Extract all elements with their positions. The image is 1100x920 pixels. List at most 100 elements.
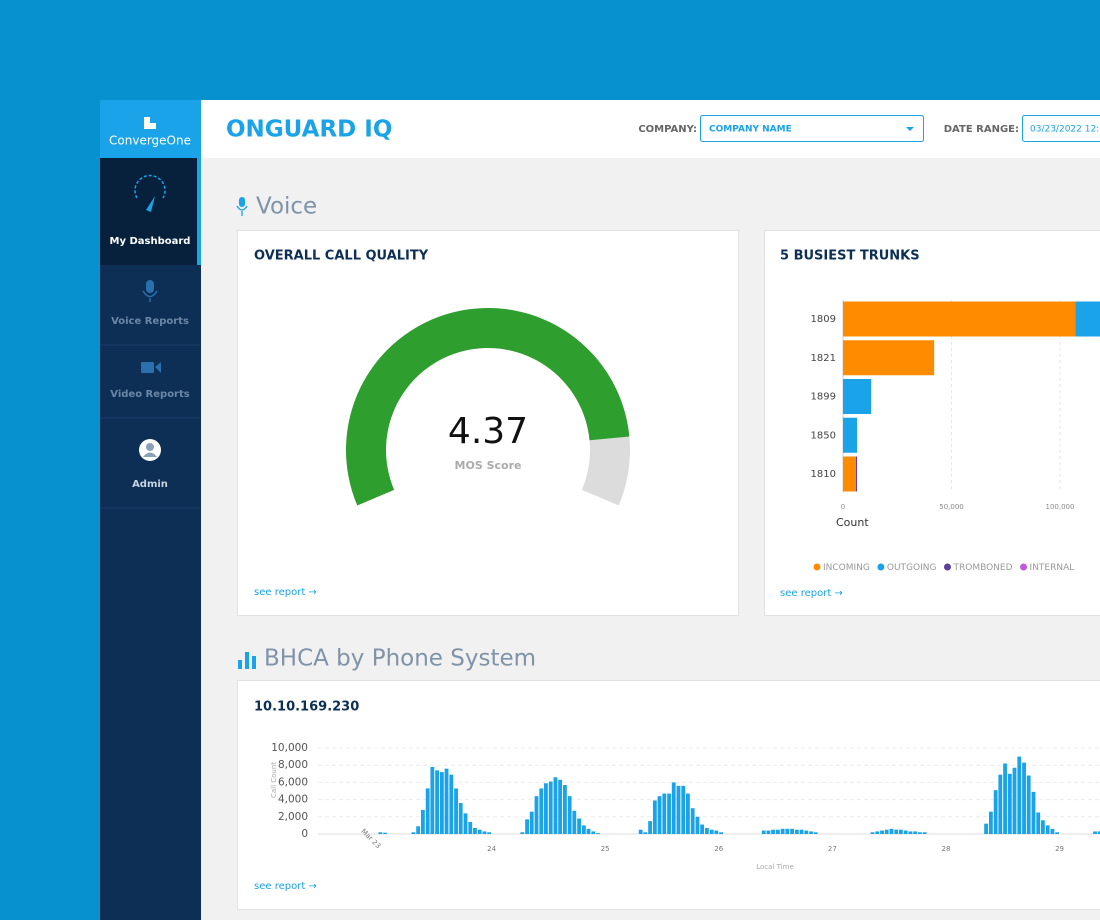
bar (1045, 825, 1050, 834)
y-tick-label: 1810 (811, 469, 836, 480)
bar (780, 828, 785, 834)
legend-label: OUTGOING (887, 563, 937, 573)
bar (686, 793, 690, 834)
company-value: COMPANY NAME (709, 125, 792, 135)
bar (638, 829, 643, 834)
legend-label: TROMBONED (952, 563, 1012, 573)
logo-notch (150, 117, 156, 123)
bar (922, 832, 927, 834)
bar (998, 774, 1003, 834)
nav-item[interactable]: Admin (132, 479, 168, 490)
bar (804, 830, 809, 834)
date-input[interactable] (1022, 115, 1100, 142)
header (201, 100, 1100, 158)
bar (1012, 767, 1017, 834)
bar (1040, 820, 1045, 834)
bar (809, 831, 813, 834)
x-tick-label: 28 (942, 845, 951, 853)
bar (1003, 763, 1007, 834)
section-title: BHCA by Phone System (264, 646, 536, 672)
bar (454, 788, 458, 834)
bar (378, 832, 383, 834)
voice-icon-stand (236, 205, 248, 216)
bar (482, 831, 487, 834)
bar (794, 829, 799, 834)
video-icon (141, 362, 154, 373)
bar (1022, 762, 1026, 834)
bar (898, 829, 903, 834)
bar (875, 831, 880, 834)
date-label: DATE RANGE: (944, 124, 1019, 135)
bar (917, 832, 922, 834)
video-icon-lens (155, 362, 161, 373)
bar (775, 829, 780, 834)
nav-item[interactable]: My Dashboard (110, 236, 191, 247)
bar (544, 783, 548, 834)
x-tick-label: 50,000 (939, 503, 964, 511)
legend-swatch (943, 563, 951, 571)
bar (487, 832, 492, 834)
bar (567, 796, 572, 834)
x-tick-label: 29 (1055, 845, 1064, 853)
bar (799, 829, 804, 834)
bar (1036, 812, 1041, 834)
bar (548, 781, 553, 834)
x-tick-label: 24 (487, 845, 496, 853)
x-tick-label: 27 (828, 845, 837, 853)
card (764, 230, 1100, 616)
bar (761, 830, 766, 834)
bhca-icon (238, 660, 242, 669)
nav-active[interactable] (100, 158, 197, 265)
bar (908, 831, 913, 834)
bar (648, 821, 653, 834)
bar (714, 830, 719, 834)
see-report[interactable]: see report → (780, 588, 843, 599)
bar (903, 830, 908, 834)
bar (444, 768, 449, 834)
see-report[interactable]: see report → (254, 881, 317, 892)
bar (709, 829, 714, 834)
y-tick-label: 8,000 (278, 759, 308, 771)
bar (383, 832, 387, 834)
bar (993, 790, 998, 834)
bar (468, 821, 473, 834)
x-tick-label: 25 (601, 845, 610, 853)
bar (1055, 832, 1060, 834)
bar (458, 803, 463, 834)
y-tick-label: 1809 (811, 314, 836, 325)
bar (704, 827, 709, 834)
bar (425, 788, 430, 834)
bar (695, 816, 700, 834)
y-tick-label: 2,000 (278, 811, 308, 823)
bar (676, 785, 681, 834)
bar (572, 810, 577, 834)
bar (539, 788, 544, 834)
brand: ConvergeOne (109, 134, 191, 148)
bar (558, 779, 563, 834)
see-report[interactable]: see report → (254, 587, 317, 598)
bar (643, 832, 648, 834)
bar (430, 766, 435, 834)
bar (700, 824, 705, 834)
bar (889, 828, 894, 834)
nav-item[interactable]: Video Reports (110, 389, 190, 400)
bar (435, 770, 440, 834)
card (237, 230, 739, 616)
section-title: Voice (256, 194, 317, 220)
bar-segment (843, 379, 872, 414)
y-tick-label: 1850 (811, 430, 836, 441)
bar (1093, 831, 1097, 834)
gauge-label: MOS Score (455, 459, 522, 472)
bar (984, 823, 989, 834)
bar (671, 782, 676, 834)
nav-item[interactable]: Voice Reports (111, 316, 189, 327)
legend-label: INCOMING (823, 563, 870, 573)
bar (766, 830, 771, 834)
gauge-icon (134, 174, 166, 199)
gauge-value: 4.37 (448, 411, 528, 452)
x-axis-label: Count (836, 516, 869, 529)
bar (562, 784, 567, 834)
company-select[interactable] (700, 115, 924, 142)
bar (439, 772, 444, 834)
